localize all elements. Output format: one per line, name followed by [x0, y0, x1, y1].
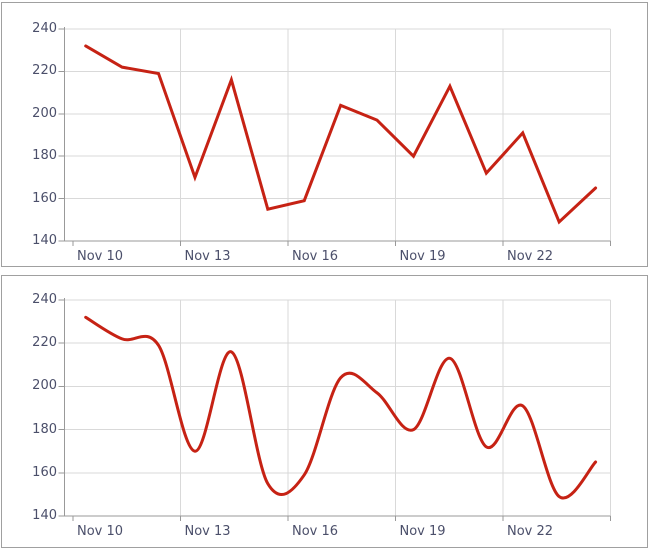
gridlines — [64, 299, 611, 516]
axis-ticks — [58, 28, 611, 246]
y-axis-label: 140 — [32, 508, 57, 523]
y-axis-label: 160 — [32, 190, 57, 206]
x-axis-label: Nov 13 — [184, 524, 231, 539]
y-axis-label: 240 — [32, 21, 57, 36]
spline-chart-canvas — [58, 298, 611, 521]
series-line — [84, 44, 598, 225]
x-axis-label: Nov 22 — [507, 249, 554, 264]
x-axis-label: Nov 10 — [77, 524, 124, 539]
axes — [64, 27, 611, 242]
y-axis-label: 220 — [32, 335, 57, 351]
axes — [64, 298, 611, 517]
axis-ticks — [58, 299, 611, 521]
y-axis-label: 240 — [32, 292, 57, 307]
x-axis-label: Nov 19 — [399, 249, 446, 264]
x-axis-label: Nov 10 — [77, 249, 124, 264]
y-axis-label: 160 — [32, 464, 57, 480]
y-axis-label: 220 — [32, 63, 57, 79]
y-axis-label: 200 — [32, 105, 57, 121]
spline-chart-panel: 240 220 200 180 160 140 Nov 10 Nov 13 Nov 16 Nov … — [1, 275, 648, 548]
x-axis-label: Nov 13 — [184, 249, 231, 264]
series-spline — [84, 315, 598, 500]
line-chart-canvas — [58, 27, 611, 246]
x-axis-label: Nov 19 — [399, 524, 446, 539]
x-axis-label: Nov 16 — [292, 249, 339, 264]
line-chart-panel: 240 220 200 180 160 140 Nov 10 Nov 13 Nov 16 Nov … — [1, 2, 648, 267]
x-axis-label: Nov 16 — [292, 524, 339, 539]
y-axis-label: 180 — [32, 421, 57, 437]
y-axis-label: 180 — [32, 148, 57, 164]
y-axis-label: 200 — [32, 378, 57, 394]
gridlines — [64, 28, 611, 241]
y-axis-label: 140 — [32, 233, 57, 248]
x-axis-label: Nov 22 — [507, 524, 554, 539]
